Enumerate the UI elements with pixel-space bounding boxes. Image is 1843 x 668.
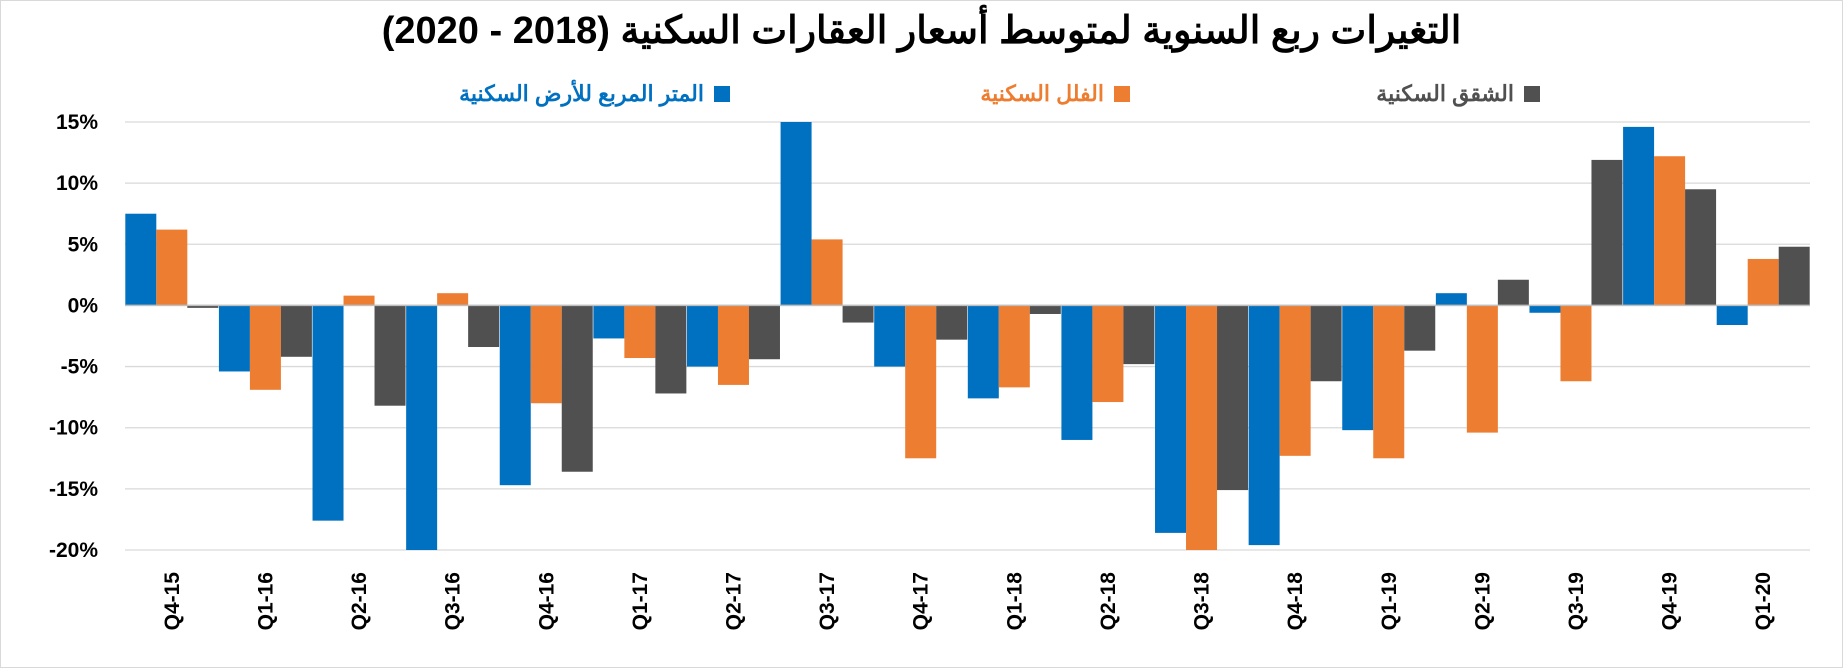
x-tick-label: Q4-19 bbox=[1659, 572, 1682, 630]
x-tick-label: Q2-16 bbox=[348, 572, 371, 630]
chart-title: التغيرات ربع السنوية لمتوسط أسعار العقار… bbox=[381, 10, 1462, 52]
bar-series-1 bbox=[125, 213, 157, 306]
bar-series-3 bbox=[748, 305, 780, 360]
bar-series-2 bbox=[343, 295, 375, 306]
x-tick-label: Q4-18 bbox=[1284, 572, 1307, 631]
y-tick-label: 0% bbox=[68, 294, 99, 317]
bar-series-2 bbox=[1747, 258, 1779, 306]
y-tick-label: -15% bbox=[49, 478, 98, 501]
bar-series-3 bbox=[1029, 305, 1061, 314]
bar-series-3 bbox=[561, 305, 593, 472]
bar-series-2 bbox=[905, 305, 937, 459]
bar-series-2 bbox=[1560, 305, 1592, 382]
x-tick-label: Q3-16 bbox=[442, 572, 465, 630]
x-tick-label: Q3-18 bbox=[1191, 572, 1214, 631]
bar-series-3 bbox=[842, 305, 874, 323]
bar-series-1 bbox=[1623, 126, 1655, 306]
y-tick-label: -10% bbox=[49, 417, 98, 440]
x-tick-label: Q4-16 bbox=[535, 572, 558, 630]
bar-series-1 bbox=[874, 305, 906, 367]
y-tick-label: -20% bbox=[49, 539, 98, 562]
bar-series-3 bbox=[1497, 279, 1529, 306]
bar-series-2 bbox=[156, 229, 188, 306]
bar-series-3 bbox=[936, 305, 968, 340]
bar-series-3 bbox=[1310, 305, 1342, 382]
bar-series-3 bbox=[1591, 159, 1623, 306]
x-tick-label: Q3-19 bbox=[1565, 572, 1588, 630]
legend-item-land: المتر المربع للأرض السكنية bbox=[390, 78, 730, 110]
bar-series-1 bbox=[1435, 293, 1467, 306]
legend-swatch-apartments bbox=[1524, 86, 1540, 102]
y-tick-label: 10% bbox=[56, 172, 98, 195]
bar-series-3 bbox=[374, 305, 406, 406]
bar-series-1 bbox=[1061, 305, 1093, 440]
y-tick-label: 15% bbox=[56, 111, 98, 134]
bar-series-1 bbox=[780, 122, 812, 306]
bar-series-2 bbox=[1279, 305, 1311, 456]
bar-series-1 bbox=[312, 305, 344, 521]
bar-series-3 bbox=[280, 305, 312, 357]
bar-series-1 bbox=[1248, 305, 1280, 546]
x-tick-label: Q1-20 bbox=[1752, 572, 1775, 630]
legend-swatch-villas bbox=[1114, 86, 1130, 102]
x-tick-label: Q4-17 bbox=[910, 572, 933, 630]
bar-series-1 bbox=[1342, 305, 1374, 431]
bar-series-2 bbox=[717, 305, 749, 385]
x-tick-label: Q2-18 bbox=[1097, 572, 1120, 631]
legend-item-villas: الفلل السكنية bbox=[930, 78, 1130, 110]
bar-series-2 bbox=[624, 305, 656, 359]
legend-swatch-land bbox=[714, 86, 730, 102]
bar-series-2 bbox=[1466, 305, 1498, 433]
bar-series-3 bbox=[1685, 189, 1717, 306]
bar-series-1 bbox=[1155, 305, 1187, 533]
bar-series-1 bbox=[218, 305, 250, 372]
bar-series-1 bbox=[967, 305, 999, 399]
x-tick-label: Q1-17 bbox=[629, 572, 652, 630]
bar-series-3 bbox=[187, 305, 219, 308]
bar-series-1 bbox=[406, 305, 438, 550]
bar-series-2 bbox=[1373, 305, 1405, 459]
bar-series-1 bbox=[499, 305, 531, 486]
bar-series-1 bbox=[593, 305, 625, 339]
bar-series-3 bbox=[1778, 246, 1810, 306]
legend-item-apartments: الشقق السكنية bbox=[1350, 78, 1540, 110]
x-tick-label: Q1-18 bbox=[1003, 572, 1026, 631]
legend-label-villas: الفلل السكنية bbox=[980, 81, 1104, 106]
bar-series-1 bbox=[1716, 305, 1748, 325]
bar-series-3 bbox=[1404, 305, 1436, 351]
bar-series-3 bbox=[1123, 305, 1155, 365]
x-tick-label: Q2-19 bbox=[1471, 572, 1494, 630]
bar-series-1 bbox=[1529, 305, 1561, 313]
bar-series-2 bbox=[249, 305, 281, 390]
y-tick-label: 5% bbox=[68, 233, 99, 256]
bar-series-2 bbox=[998, 305, 1030, 388]
x-tick-label: Q3-17 bbox=[816, 572, 839, 630]
bar-series-2 bbox=[1092, 305, 1124, 403]
legend-label-apartments: الشقق السكنية bbox=[1376, 81, 1514, 106]
bar-series-3 bbox=[1217, 305, 1249, 491]
bar-series-2 bbox=[437, 293, 469, 306]
x-tick-label: Q4-15 bbox=[161, 572, 184, 631]
bar-series-2 bbox=[1654, 156, 1686, 306]
bar-series-2 bbox=[530, 305, 562, 404]
bar-series-2 bbox=[1186, 305, 1218, 550]
x-tick-label: Q2-17 bbox=[722, 572, 745, 630]
bar-series-2 bbox=[811, 239, 843, 306]
bar-series-3 bbox=[468, 305, 500, 348]
y-tick-label: -5% bbox=[61, 356, 99, 379]
bar-series-1 bbox=[686, 305, 718, 367]
x-tick-label: Q1-19 bbox=[1378, 572, 1401, 630]
legend-label-land: المتر المربع للأرض السكنية bbox=[459, 81, 704, 106]
x-tick-label: Q1-16 bbox=[254, 572, 277, 630]
bar-series-3 bbox=[655, 305, 687, 394]
